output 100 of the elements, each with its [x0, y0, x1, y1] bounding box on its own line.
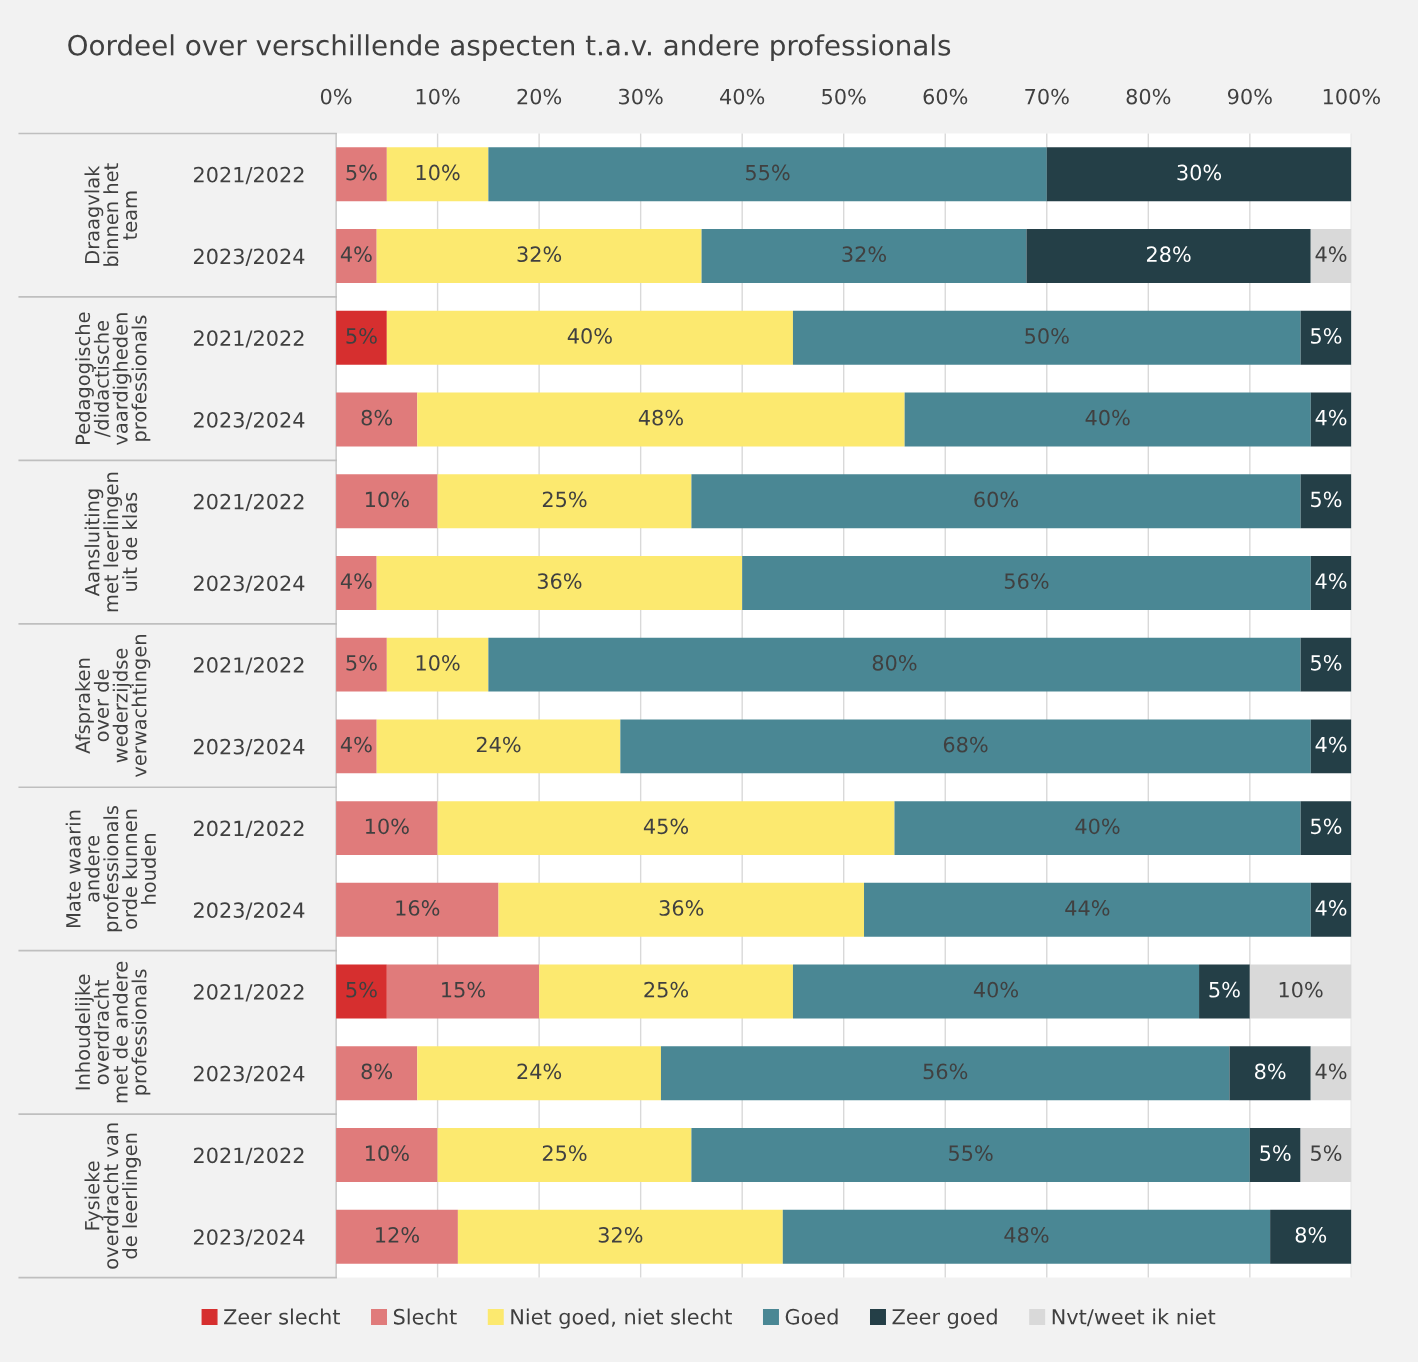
y-tick-label: 2023/2024: [193, 248, 305, 266]
data-label: 8%: [1295, 1226, 1327, 1243]
bar: [417, 1046, 661, 1101]
data-label: 8%: [361, 409, 393, 426]
y-tick-label: 2023/2024: [193, 738, 305, 757]
bar: [1310, 1046, 1352, 1101]
data-label: 36%: [659, 900, 704, 916]
x-tick-label: 80%: [1126, 88, 1171, 105]
bar: [1270, 1209, 1352, 1264]
data-label: 48%: [1004, 1226, 1049, 1243]
bar: [792, 310, 1301, 365]
bar: [660, 1046, 1230, 1101]
data-label: 56%: [923, 1063, 968, 1080]
data-label: 4%: [1315, 409, 1347, 426]
x-tick-label: 70%: [1025, 88, 1069, 105]
bar: [620, 719, 1311, 774]
x-tick-label: 60%: [923, 88, 968, 105]
y-tick-label: 2021/2022: [193, 166, 304, 185]
bar: [336, 1209, 458, 1264]
data-label: 4%: [340, 573, 372, 589]
x-tick-label: 40%: [720, 88, 765, 105]
data-label: 40%: [973, 981, 1019, 998]
data-label: 40%: [567, 328, 612, 344]
y-tick-label: 2021/2022: [193, 330, 304, 348]
legend-label: Slecht: [393, 1308, 457, 1325]
data-label: 5%: [1260, 1145, 1291, 1162]
data-label: 40%: [1085, 409, 1130, 426]
x-tick-label: 0%: [320, 88, 352, 105]
bar: [1310, 229, 1352, 284]
data-label: 30%: [1177, 164, 1222, 181]
x-tick-label: 10%: [416, 88, 460, 105]
data-label: 5%: [346, 164, 377, 181]
bar: [336, 964, 387, 1019]
bar: [336, 392, 418, 447]
y-tick-label: 2021/2022: [193, 493, 304, 512]
y-tick-label: 2021/2022: [193, 657, 304, 675]
data-label: 44%: [1065, 900, 1110, 916]
data-label: 25%: [644, 981, 689, 998]
text: Pedagogische /didactische vaardigheden professionals: [75, 312, 151, 446]
bar: [336, 229, 377, 284]
bar: [701, 229, 1027, 284]
bar: [1046, 147, 1352, 202]
data-label: 8%: [1255, 1063, 1286, 1080]
legend-label: Zeer slecht: [224, 1308, 340, 1325]
data-label: 12%: [376, 1226, 419, 1243]
data-label: 28%: [1146, 246, 1191, 263]
bar: [488, 147, 1047, 202]
data-label: 24%: [517, 1063, 562, 1080]
data-label: 10%: [365, 818, 409, 835]
data-label: 4%: [1315, 1063, 1347, 1080]
data-label: 25%: [542, 1145, 587, 1162]
data-label: 5%: [1311, 328, 1342, 344]
data-label: 68%: [943, 736, 988, 753]
chart-title: Oordeel over verschillende aspecten t.a.v. andere professionals: [68, 34, 951, 62]
data-label: 10%: [365, 491, 409, 508]
bar: [742, 555, 1311, 610]
bar: [386, 964, 540, 1019]
bar: [336, 801, 438, 856]
text: Draagvlak binnen het team: [84, 163, 138, 266]
bar: [782, 1209, 1271, 1264]
data-label: 16%: [396, 900, 440, 916]
bar: [498, 882, 865, 937]
text: Mate waarin andere professionals orde kunnen houden: [65, 805, 156, 932]
x-tick-label: 90%: [1227, 88, 1272, 105]
bar: [864, 882, 1311, 937]
data-label: 60%: [974, 491, 1019, 508]
bar: [1229, 1046, 1311, 1101]
data-label: 4%: [1315, 736, 1347, 753]
data-label: 4%: [1315, 246, 1347, 263]
y-tick-label: 2023/2024: [193, 575, 305, 593]
y-tick-label: 2021/2022: [193, 983, 304, 1002]
data-label: 5%: [1311, 491, 1342, 508]
data-label: 8%: [361, 1063, 393, 1080]
x-tick-label: 50%: [822, 88, 866, 105]
data-label: 48%: [638, 409, 683, 426]
x-tick-label: 30%: [619, 88, 663, 105]
data-label: 5%: [1209, 981, 1240, 998]
bar: [1300, 801, 1352, 856]
legend-label: Zeer goed: [892, 1308, 997, 1329]
data-label: 80%: [872, 654, 917, 671]
bar: [894, 801, 1301, 856]
data-label: 5%: [346, 654, 377, 671]
data-label: 10%: [1279, 981, 1323, 998]
data-label: 15%: [442, 981, 485, 998]
bar: [1300, 1128, 1352, 1182]
data-label: 5%: [1311, 818, 1342, 835]
data-label: 50%: [1025, 328, 1069, 344]
data-label: 24%: [476, 736, 521, 753]
data-label: 32%: [517, 246, 562, 263]
data-label: 5%: [1311, 1145, 1342, 1162]
data-label: 5%: [1311, 654, 1342, 671]
text: Fysieke overdracht van de leerlingen: [84, 1123, 141, 1269]
bar: [336, 882, 499, 937]
y-tick-label: 2023/2024: [193, 1229, 305, 1247]
data-label: 4%: [1315, 900, 1347, 916]
bar: [1310, 719, 1352, 774]
bar: [417, 392, 905, 447]
bar: [336, 1046, 418, 1101]
bar: [539, 964, 793, 1019]
bar: [792, 964, 1200, 1019]
